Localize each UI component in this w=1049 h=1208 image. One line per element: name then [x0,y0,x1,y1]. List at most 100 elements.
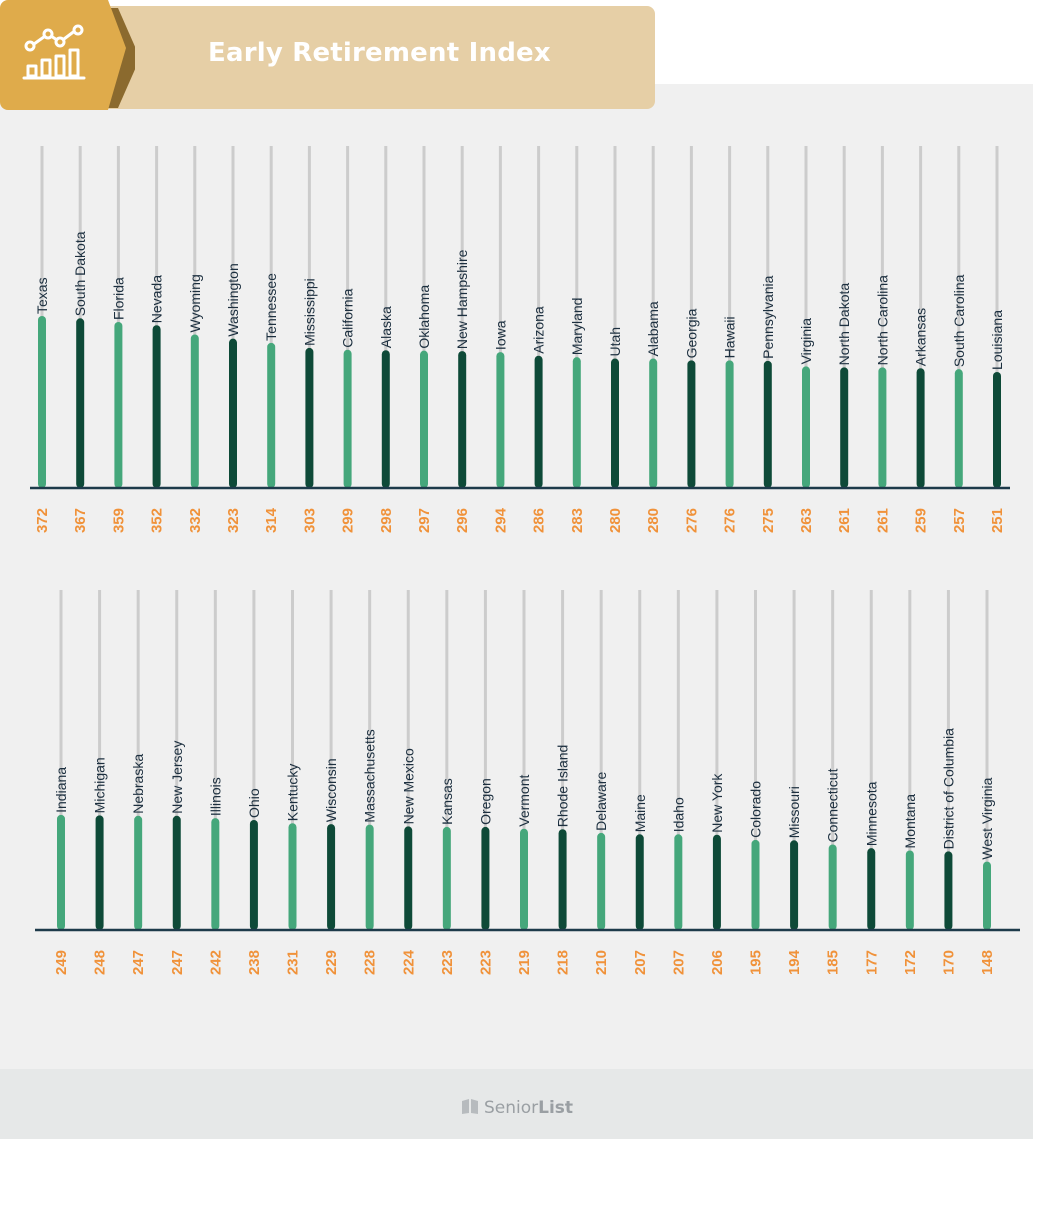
bar [57,814,65,930]
value-label: 231 [285,950,302,975]
value-label: 249 [53,950,70,975]
category-label: Maine [632,794,648,832]
bar [649,358,658,488]
value-label: 210 [593,950,610,975]
category-label: Kentucky [285,764,301,822]
footer-bar [0,1069,1033,1139]
category-label: Alabama [645,301,661,356]
title-bar [40,6,655,109]
bar [420,350,428,488]
category-label: Delaware [593,772,609,831]
value-label: 228 [362,950,379,975]
category-label: Utah [607,327,623,357]
category-label: Florida [110,277,126,320]
category-label: New Jersey [169,741,185,814]
bar [993,371,1001,488]
value-label: 372 [34,508,51,533]
bar [288,823,297,930]
value-label: 229 [323,950,340,975]
value-label: 242 [207,950,224,975]
bar [481,826,490,930]
value-label: 170 [940,950,957,975]
category-label: Oregon [477,778,493,825]
category-label: West Virginia [979,777,995,859]
bar [983,861,991,930]
value-label: 283 [569,508,586,533]
bar [327,824,336,930]
bar [172,815,181,930]
bar [305,347,314,488]
category-label: Maryland [569,298,585,356]
bar [840,367,849,488]
category-label: Nevada [149,275,165,323]
category-label: Kansas [439,778,455,825]
bar [751,839,760,930]
category-label: California [340,288,356,347]
category-label: South Carolina [951,274,967,367]
category-label: New York [709,773,725,833]
bar [954,369,963,488]
bar [763,360,772,488]
category-label: Connecticut [825,768,841,842]
bar [381,350,390,488]
bar [134,815,143,930]
value-label: 248 [92,950,109,975]
value-label: 276 [722,508,739,533]
bar [878,367,887,488]
bar [114,322,123,488]
category-label: Wyoming [187,274,203,332]
value-label: 223 [477,950,494,975]
value-label: 276 [683,508,700,533]
value-label: 195 [748,950,765,975]
value-label: 280 [607,508,624,533]
bar [905,850,914,930]
category-label: Arkansas [913,308,929,366]
value-label: 247 [130,950,147,975]
bar [712,834,721,930]
value-label: 177 [863,950,880,975]
value-label: 299 [340,508,357,533]
category-label: Tennessee [263,273,279,341]
category-label: Missouri [786,786,802,838]
bar [267,342,276,488]
value-label: 352 [149,508,166,533]
brand-prefix: Senior [484,1098,539,1118]
value-label: 224 [400,949,417,975]
value-label: 263 [798,508,815,533]
category-label: New Hampshire [454,249,470,349]
category-label: Indiana [53,767,69,813]
bar [211,818,220,930]
book-icon [462,1099,478,1114]
value-label: 323 [225,508,242,533]
category-label: Colorado [748,781,764,838]
value-label: 148 [979,950,996,975]
category-label: Illinois [207,777,223,816]
bar [687,360,696,488]
category-label: South Dakota [72,231,88,316]
bar [38,316,46,488]
value-label: 261 [874,508,891,533]
category-label: Wisconsin [323,758,339,822]
category-label: Nebraska [130,754,146,814]
bar [674,834,683,930]
brand-suffix: List [538,1098,574,1118]
category-label: Georgia [683,308,699,358]
category-label: Ohio [246,788,262,818]
value-label: 207 [632,950,649,975]
category-label: Rhode Island [555,745,571,828]
category-label: Montana [902,794,918,849]
bar [404,826,413,930]
value-label: 286 [531,508,548,533]
bar [190,334,199,488]
value-label: 257 [951,508,968,533]
category-label: Iowa [492,320,508,350]
category-label: Pennsylvania [760,275,776,358]
value-label: 223 [439,950,456,975]
bar [725,360,734,488]
category-label: Mississippi [301,278,317,346]
category-label: North Carolina [874,275,890,365]
chart-title: Early Retirement Index [208,38,551,68]
value-label: 206 [709,950,726,975]
category-label: New Mexico [400,748,416,824]
brand-logo: SeniorList [460,1097,573,1118]
